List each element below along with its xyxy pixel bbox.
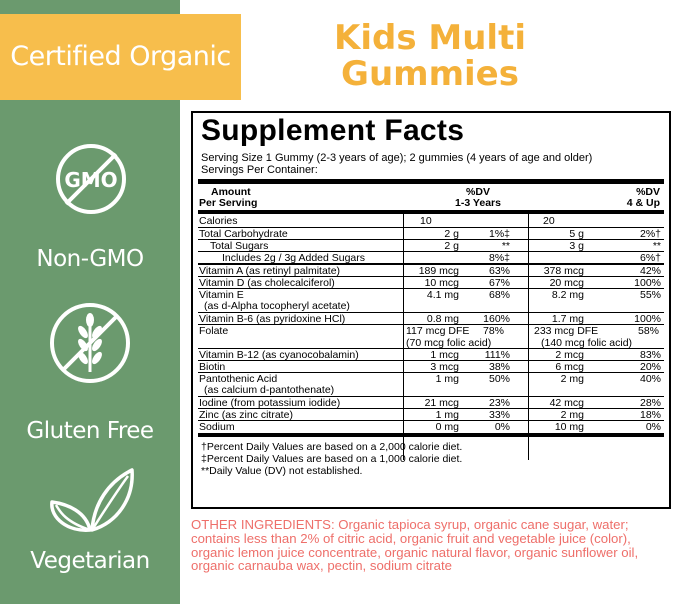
column-divider-2 — [528, 214, 529, 460]
no-gluten-wheat-icon — [50, 303, 130, 383]
header-dv2-age: 4 & Up — [626, 197, 660, 209]
table-row: Pantothenic Acid (as calcium d-pantothen… — [198, 372, 664, 396]
table-row: Vitamin B-6 (as pyridoxine HCl) 0.8 mg 1… — [198, 312, 664, 325]
header-dv1-age: 1-3 Years — [455, 197, 501, 209]
footnote-1000: ‡Percent Daily Values are based on a 1,0… — [201, 453, 463, 465]
gluten-free-label: Gluten Free — [26, 418, 154, 444]
product-title-line1: Kids Multi — [333, 18, 526, 58]
table-row: Includes 2g / 3g Added Sugars 8%‡ 6%† — [198, 251, 664, 264]
table-row: Vitamin B-12 (as cyanocobalamin) 1 mcg 1… — [198, 348, 664, 361]
header-per-serving: Per Serving — [199, 197, 258, 209]
table-row: Iodine (from potassium iodide) 21 mcg 23… — [198, 396, 664, 409]
badge-sidebar — [0, 0, 180, 604]
header-dv2: %DV — [636, 186, 660, 198]
table-row: Folate 117 mcg DFE (70 mcg folic acid) 7… — [198, 324, 664, 349]
table-row: Total Sugars 2 g ** 3 g ** — [198, 239, 664, 252]
other-ingredients: OTHER INGREDIENTS: Organic tapioca syrup… — [191, 517, 639, 574]
table-row: Zinc (as zinc citrate) 1 mg 33% 2 mg 18% — [198, 408, 664, 421]
certified-organic-text: Certified Organic — [10, 41, 231, 72]
thick-divider — [198, 179, 664, 184]
header-divider — [198, 210, 664, 214]
no-gmo-icon: GMO — [56, 144, 126, 214]
footer-divider — [198, 433, 664, 437]
certified-organic-banner: Certified Organic — [0, 14, 241, 100]
serving-size: Serving Size 1 Gummy (2-3 years of age);… — [201, 152, 593, 164]
supplement-facts-panel: Supplement Facts Serving Size 1 Gummy (2… — [191, 111, 671, 509]
table-row: Sodium 0 mg 0% 10 mg 0% — [198, 420, 664, 433]
header-dv1: %DV — [466, 186, 490, 198]
table-row: Vitamin E (as d-Alpha tocopheryl acetate… — [198, 288, 664, 312]
vegetarian-label: Vegetarian — [30, 548, 150, 574]
gmo-icon-text: GMO — [64, 168, 117, 192]
footnote-dv: **Daily Value (DV) not established. — [201, 465, 363, 477]
vegetarian-leaf-icon — [50, 468, 134, 532]
header-amount: Amount — [211, 186, 251, 198]
table-row: Vitamin D (as cholecalciferol) 10 mcg 67… — [198, 276, 664, 289]
column-divider-1 — [403, 214, 404, 460]
facts-title: Supplement Facts — [201, 114, 465, 147]
table-row: Biotin 3 mcg 38% 6 mcg 20% — [198, 360, 664, 373]
non-gmo-label: Non-GMO — [36, 246, 144, 272]
product-title-line2: Gummies — [341, 54, 519, 94]
servings-per-container: Servings Per Container: — [201, 164, 318, 176]
footnote-2000: †Percent Daily Values are based on a 2,0… — [201, 441, 463, 453]
table-row: Vitamin A (as retinyl palmitate) 189 mcg… — [198, 263, 664, 277]
table-row: Calories 10 20 — [199, 215, 555, 227]
table-row: Total Carbohydrate 2 g 1%‡ 5 g 2%† — [198, 227, 664, 240]
